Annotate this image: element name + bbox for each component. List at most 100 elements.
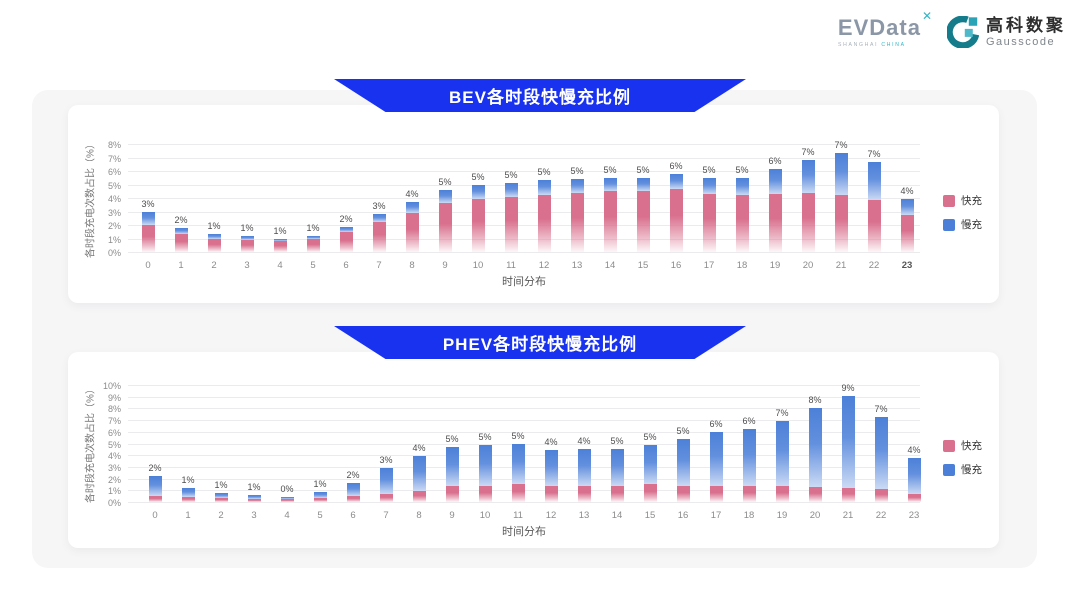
- grid-line: [128, 420, 920, 422]
- x-tick-17: 17: [710, 510, 722, 521]
- bar-value-label: 5%: [511, 430, 525, 441]
- x-tick-15: 15: [644, 510, 656, 521]
- bar-hour-17: [702, 178, 716, 252]
- bar-hour-21: [834, 153, 848, 252]
- fast-charge-segment: [240, 239, 254, 252]
- slow-charge-segment: [346, 483, 360, 497]
- fast-charge-segment: [808, 486, 822, 502]
- y-tick: 5%: [107, 439, 121, 450]
- grid-line: [128, 408, 920, 410]
- fast-charge-segment: [247, 498, 261, 502]
- fast-charge-segment: [405, 212, 419, 252]
- slow-charge-segment: [471, 184, 485, 199]
- bar-value-label: 1%: [306, 222, 320, 233]
- bar-value-label: 5%: [570, 166, 584, 177]
- bar-hour-6: [339, 227, 353, 252]
- fast-charge-segment: [768, 193, 782, 252]
- x-tick-7: 7: [383, 510, 389, 521]
- phev-plot-area: 0% 1% 2% 3% 4% 5% 6% 7% 8% 9% 10% 2% 0 1% 1 1% 2 1% 3 0% 4 1%…: [103, 381, 921, 521]
- grid-line: [128, 252, 920, 253]
- fast-charge-segment: [141, 225, 155, 252]
- grid-line: [128, 211, 920, 213]
- fast-charge-segment: [412, 490, 426, 502]
- fast-charge-segment: [834, 195, 848, 252]
- bar-value-label: 6%: [669, 161, 683, 172]
- bar-value-label: 2%: [174, 214, 188, 225]
- slow-charge-segment: [709, 431, 723, 486]
- slow-charge-segment: [544, 449, 558, 487]
- x-tick-13: 13: [578, 510, 590, 521]
- fast-charge-segment: [148, 496, 162, 502]
- bar-value-label: 5%: [438, 176, 452, 187]
- bar-value-label: 7%: [867, 148, 881, 159]
- x-tick-22: 22: [868, 260, 880, 271]
- x-tick-5: 5: [310, 260, 316, 271]
- y-tick: 6%: [107, 427, 121, 438]
- x-tick-23: 23: [908, 510, 920, 521]
- fast-charge-swatch: [943, 194, 955, 207]
- slow-charge-segment: [504, 183, 518, 197]
- bar-hour-19: [775, 421, 789, 502]
- fast-charge-segment: [511, 483, 525, 502]
- grid-line: [128, 225, 920, 226]
- x-tick-10: 10: [479, 510, 491, 521]
- y-tick: 1%: [107, 234, 121, 245]
- slow-charge-segment: [768, 168, 782, 194]
- bar-hour-10: [471, 184, 485, 252]
- bar-value-label: 4%: [412, 442, 426, 453]
- slow-charge-segment: [702, 178, 716, 194]
- phev-y-axis-label: 各时段充电次数占比（%）: [85, 384, 97, 503]
- slow-charge-segment: [907, 457, 921, 494]
- bar-hour-15: [636, 178, 650, 252]
- bar-value-label: 1%: [273, 226, 287, 237]
- bev-plot-area: 0% 1% 2% 3% 4% 5% 6% 7% 8% 3% 0 2% 1 1% 2 1% 3 1% 4 1% 5 2% 6 3…: [108, 140, 920, 271]
- x-tick-18: 18: [743, 510, 755, 521]
- bar-hour-13: [570, 179, 584, 252]
- x-tick-0: 0: [152, 510, 158, 521]
- bev-legend: 快充 慢充: [943, 193, 982, 232]
- slow-charge-segment: [339, 227, 353, 233]
- grid-line: [128, 144, 920, 145]
- x-tick-16: 16: [670, 260, 682, 271]
- bar-value-label: 1%: [214, 479, 228, 490]
- phev-chart-card: 各时段充电次数占比（%） 0% 1% 2% 3% 4% 5% 6% 7% 8% 9% 10% 2% 0 1…: [68, 352, 999, 548]
- slow-charge-segment: [148, 476, 162, 497]
- legend-item-slow: 慢充: [943, 217, 982, 232]
- y-tick: 4%: [107, 451, 121, 462]
- bar-hour-9: [438, 189, 452, 252]
- slow-charge-swatch: [943, 463, 955, 476]
- y-tick: 0%: [107, 248, 121, 258]
- bar-value-label: 1%: [247, 481, 261, 492]
- y-tick: 1%: [107, 486, 121, 497]
- bar-hour-2: [214, 492, 228, 502]
- x-tick-11: 11: [506, 260, 516, 271]
- bar-value-label: 5%: [676, 425, 690, 436]
- bar-value-label: 5%: [603, 165, 617, 176]
- y-tick: 8%: [107, 140, 121, 150]
- x-tick-12: 12: [545, 510, 557, 521]
- x-tick-12: 12: [538, 260, 550, 271]
- bar-value-label: 2%: [148, 463, 162, 474]
- slow-charge-segment: [775, 421, 789, 486]
- header-logos: EVData✕ SHANGHAI CHINA 高科数聚 Gausscode: [838, 10, 1066, 49]
- slow-charge-segment: [207, 234, 221, 239]
- x-tick-20: 20: [802, 260, 814, 271]
- x-tick-21: 21: [842, 510, 854, 521]
- bar-value-label: 6%: [709, 418, 723, 429]
- fast-charge-segment: [346, 496, 360, 502]
- x-tick-4: 4: [277, 260, 283, 271]
- gausscode-text: 高科数聚 Gausscode: [986, 16, 1066, 48]
- y-tick: 7%: [107, 153, 121, 164]
- grid-line: [128, 171, 920, 172]
- bar-value-label: 5%: [702, 165, 716, 176]
- bar-hour-23: [900, 199, 914, 252]
- fast-charge-segment: [306, 238, 320, 252]
- bar-hour-18: [742, 429, 756, 502]
- slow-charge-segment: [669, 174, 683, 189]
- grid-line: [128, 238, 920, 240]
- fast-charge-segment: [339, 232, 353, 252]
- evdata-logo: EVData✕ SHANGHAI CHINA: [838, 10, 932, 48]
- x-tick-15: 15: [637, 260, 649, 271]
- legend-item-slow: 慢充: [943, 462, 982, 477]
- x-tick-1: 1: [178, 260, 184, 271]
